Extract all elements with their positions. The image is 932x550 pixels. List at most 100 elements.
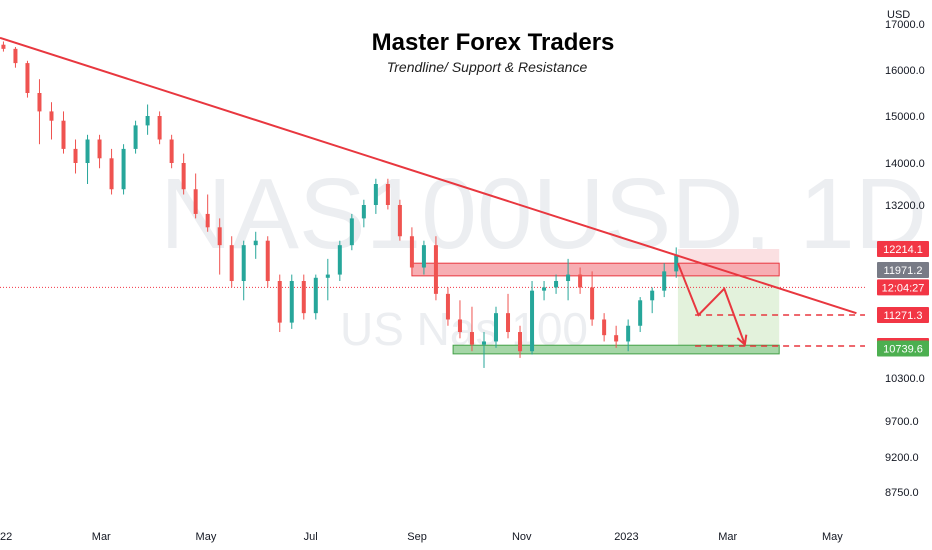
candle [181,153,186,195]
candle [313,274,318,320]
candle [157,111,162,145]
candle [133,120,138,154]
chart-background: NAS100USD, 1D US Nas 100 [160,158,927,355]
y-tick-label: 9200.0 [885,452,919,464]
svg-text:10739.6: 10739.6 [883,344,923,356]
candle [674,247,679,278]
candle [578,267,583,294]
target-zone [677,270,780,346]
svg-text:11971.2: 11971.2 [884,265,923,277]
candle [73,139,78,174]
drawings [0,36,865,347]
resistance-zone [411,262,780,277]
x-tick-label: May [196,531,217,543]
candle [566,258,571,301]
candle [590,271,595,326]
candle [421,240,426,275]
candle [361,199,366,228]
candle [433,236,438,301]
chart-subtitle: Trendline/ Support & Resistance [387,59,588,75]
y-tick-label: 14000.0 [885,158,925,170]
candle [481,332,486,368]
candle [61,111,66,154]
candle [217,218,222,275]
candle [1,41,6,52]
candle [554,274,559,294]
candle [385,178,390,210]
candle [602,313,607,342]
candle [97,134,102,169]
candle [325,258,330,301]
candle [301,274,306,320]
candle [409,227,414,275]
chart-title: Master Forex Traders [372,29,615,56]
candle [121,144,126,195]
y-tick-label: 8750.0 [885,487,919,499]
x-tick-label: May [822,531,843,543]
svg-text:12:04:27: 12:04:27 [882,282,925,294]
x-tick-label: Jul [304,531,318,543]
trendline[interactable] [0,36,857,315]
svg-text:12214.1: 12214.1 [883,244,923,256]
y-tick-label: 17000.0 [885,19,925,31]
candle [518,325,523,358]
candle [205,194,210,232]
candle [614,325,619,348]
candle [289,274,294,329]
candle [145,104,150,135]
x-tick-label: Sep [407,531,427,543]
candle [49,102,54,140]
candle [506,293,511,339]
x-tick-label: Mar [718,531,737,543]
candle [397,199,402,241]
candle [530,281,535,355]
candle [277,274,282,333]
candle [85,134,90,184]
stop-zone [677,249,780,264]
y-tick-label: 9700.0 [885,416,919,428]
candle [542,281,547,301]
candle [37,79,42,145]
projection-arrow[interactable] [676,262,746,345]
candle [229,236,234,288]
candle [349,213,354,251]
x-tick-label: 2023 [614,531,638,543]
currency-label: USD [887,9,910,21]
candle [25,60,30,98]
candle [469,306,474,352]
candle [109,148,114,195]
price-badge: 12214.1 [877,241,929,257]
time-axis[interactable]: 2022 Mar May Jul Sep Nov 2023 Mar May [0,531,843,543]
candle [337,240,342,282]
candle [13,47,18,68]
candle [662,263,667,298]
svg-text:11271.3: 11271.3 [884,310,923,322]
price-badge: 10739.6 [877,340,929,357]
y-tick-label: 13200.0 [885,200,925,212]
candles [1,41,679,368]
price-badge: 12:04:27 [877,279,929,296]
y-tick-label: 16000.0 [885,65,925,77]
candle [193,173,198,219]
candle [650,287,655,314]
candle [457,300,462,339]
candle [626,319,631,352]
x-tick-label: 2022 [0,531,12,543]
price-badge: 11971.2 [877,262,929,278]
x-tick-label: Mar [92,531,111,543]
candle [373,178,378,214]
candle [253,231,258,259]
candle [241,240,246,301]
arrow-head [736,334,748,347]
y-tick-label: 10300.0 [885,373,925,385]
candle [169,134,174,169]
symbol-watermark: NAS100USD, 1D [160,158,927,270]
candle [638,297,643,333]
price-badge: 11271.3 [877,307,929,323]
candle [445,287,450,326]
candle [494,306,499,348]
x-tick-label: Nov [512,531,532,543]
price-badges: 12214.111971.212:04:2711271.310777.51073… [877,241,929,357]
y-tick-label: 15000.0 [885,111,925,123]
